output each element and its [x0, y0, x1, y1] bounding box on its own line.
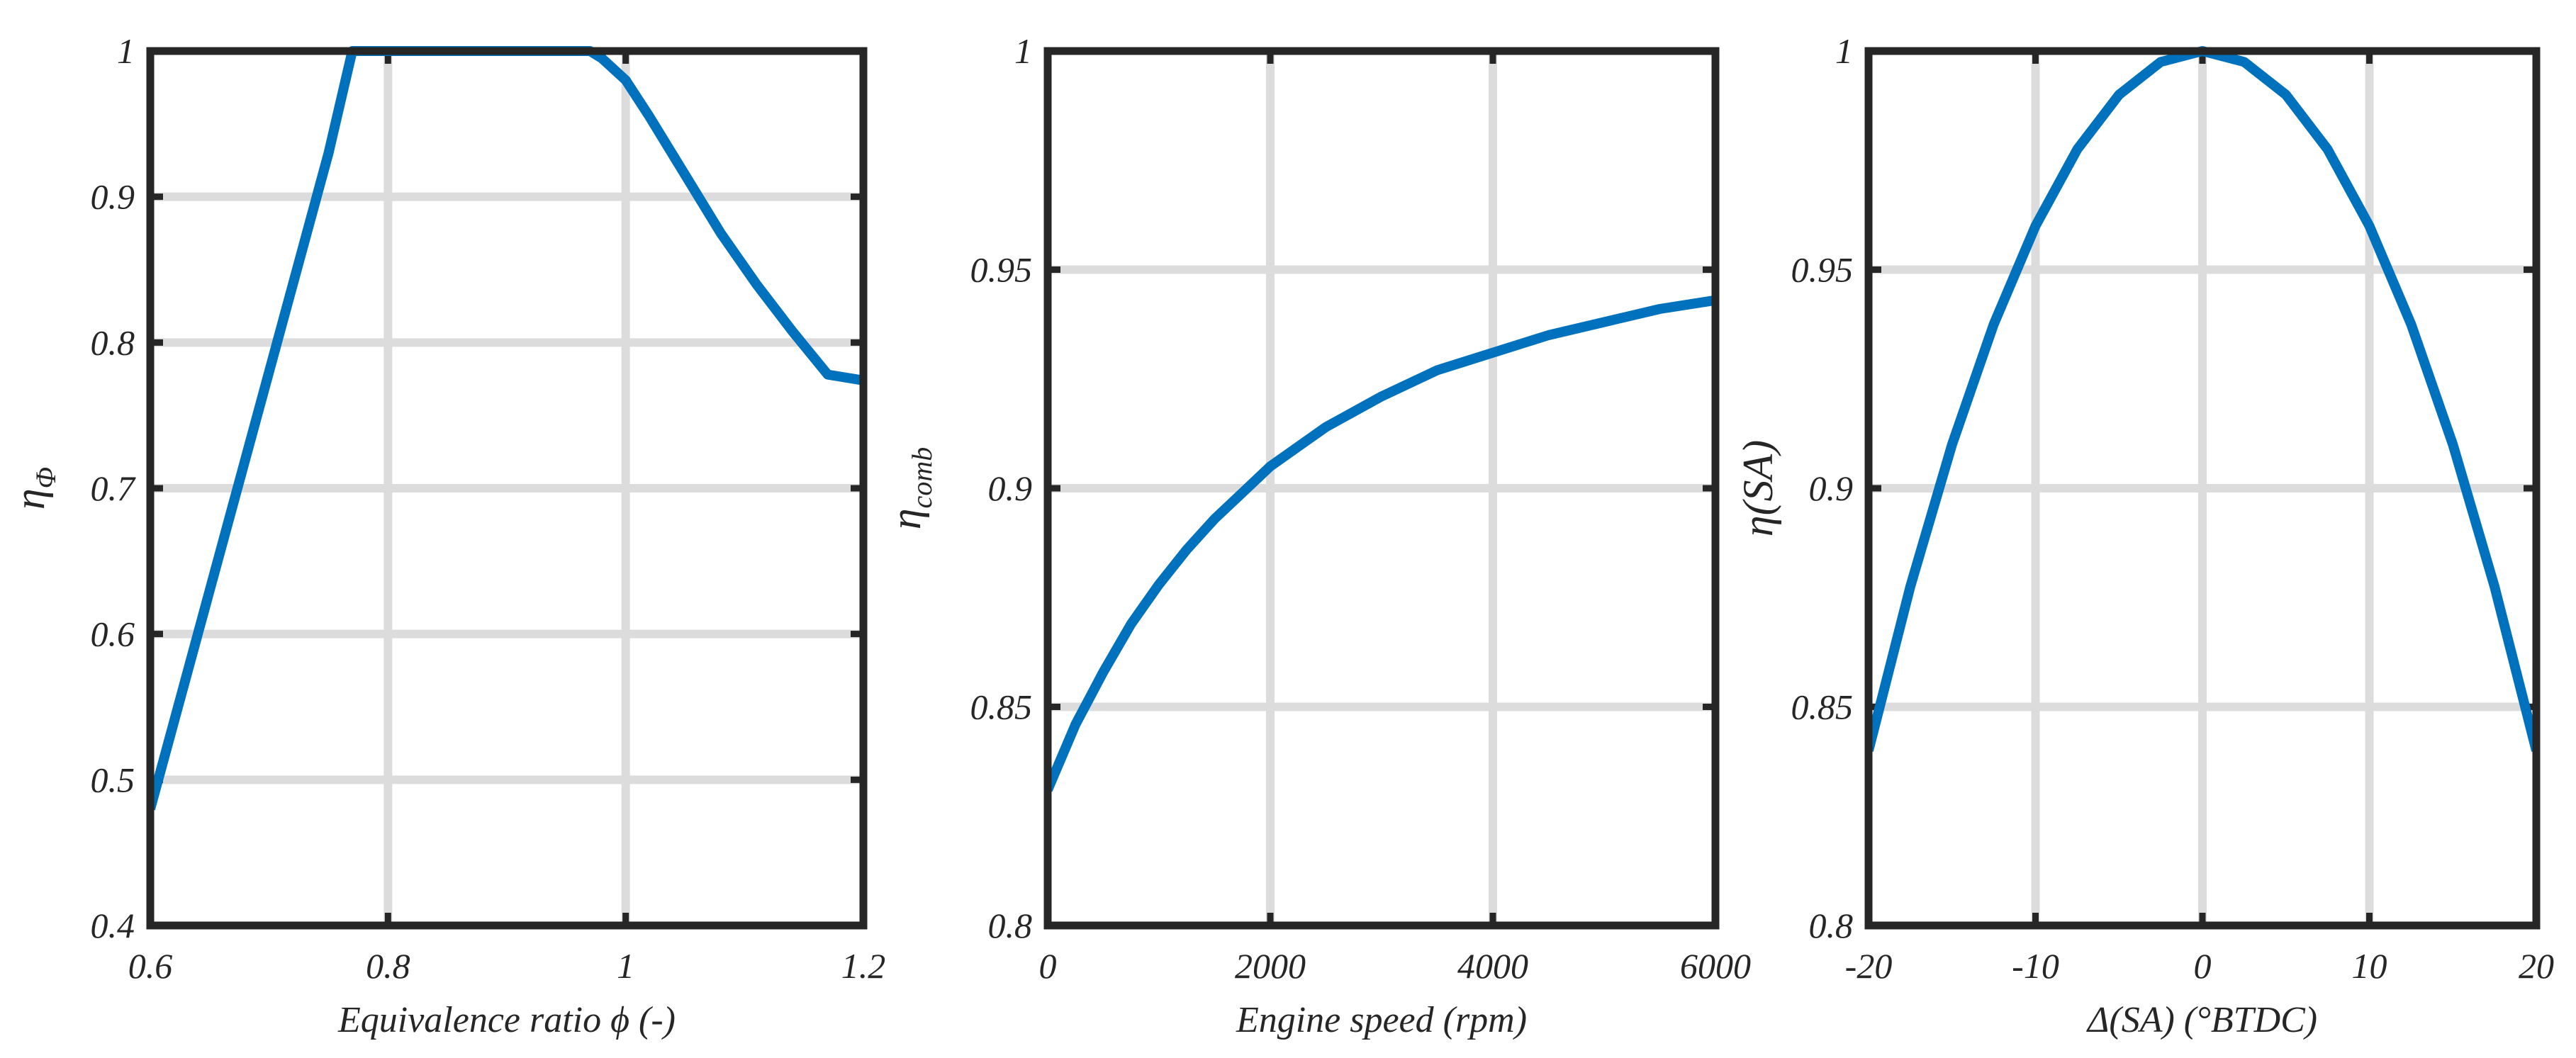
x-tick-label: 1 — [617, 946, 634, 986]
x-tick-label: 4000 — [1457, 946, 1528, 986]
y-axis-label-subscript: comb — [906, 447, 938, 509]
y-axis-label: ηΦ — [6, 467, 62, 510]
plot-frame — [1864, 47, 2541, 930]
series-line-1 — [150, 46, 863, 811]
chart-panel-1: 0.6 0.8 1 1.2 0.4 0.5 0.6 0.7 0.8 0.9 1 Equivalence… — [6, 31, 885, 1040]
y-tick-label: 0.4 — [91, 906, 135, 945]
x-tick-label: 0.8 — [366, 946, 410, 986]
y-tick-label: 0.85 — [1791, 687, 1854, 727]
x-tick-label: -10 — [2012, 946, 2059, 986]
chart-panel-2: 0 2000 4000 6000 0.8 0.85 0.9 0.95 1 Engine speed… — [883, 31, 1751, 1040]
y-tick-label: 0.8 — [91, 322, 135, 362]
y-tick-label: 1 — [1835, 31, 1853, 71]
x-tick-label: 2000 — [1235, 946, 1306, 986]
x-tick-label: 1.2 — [841, 946, 886, 986]
y-tick-label: 0.95 — [970, 250, 1033, 290]
y-axis-label-subscript: Φ — [30, 467, 62, 488]
y-tick-label: 1 — [117, 31, 135, 71]
y-axis-label-main: η — [6, 488, 53, 510]
y-tick-label: 0.8 — [988, 906, 1033, 945]
y-tick-label: 0.9 — [91, 177, 135, 217]
y-tick-label: 0.95 — [1791, 250, 1854, 290]
y-axis-label: η(SA) — [1735, 440, 1781, 536]
y-axis-label-main: η — [883, 508, 929, 529]
y-tick-label: 0.8 — [1809, 906, 1854, 945]
y-tick-label: 1 — [1014, 31, 1032, 71]
y-tick-label: 0.9 — [1809, 468, 1854, 508]
y-tick-label: 0.85 — [970, 687, 1033, 727]
series-line-1 — [1048, 295, 1715, 792]
x-tick-label: 10 — [2352, 946, 2387, 986]
x-tick-label: 6000 — [1680, 946, 1751, 986]
chart-panel-3: -20 -10 0 10 20 0.8 0.85 0.9 0.95 1 Δ(SA) (°BTDC) η… — [1735, 31, 2554, 1040]
x-tick-label: 20 — [2519, 946, 2554, 986]
y-axis-label: ηcomb — [883, 447, 938, 529]
x-axis-label: Engine speed (rpm) — [1236, 1000, 1527, 1040]
x-tick-label: -20 — [1845, 946, 1893, 986]
y-tick-label: 0.5 — [91, 760, 135, 799]
x-axis-label: Δ(SA) (°BTDC) — [2086, 1000, 2317, 1040]
y-tick-label: 0.7 — [91, 468, 137, 508]
x-tick-label: 0 — [2194, 946, 2212, 986]
plot-frame — [1043, 47, 1720, 930]
y-tick-label: 0.6 — [91, 614, 135, 654]
plot-frame — [146, 47, 868, 930]
y-axis-label-main: η(SA) — [1735, 440, 1781, 536]
x-axis-label: Equivalence ratio ϕ (-) — [337, 1000, 676, 1040]
x-tick-label: 0 — [1039, 946, 1057, 986]
y-tick-label: 0.9 — [988, 468, 1033, 508]
x-tick-label: 0.6 — [128, 946, 173, 986]
